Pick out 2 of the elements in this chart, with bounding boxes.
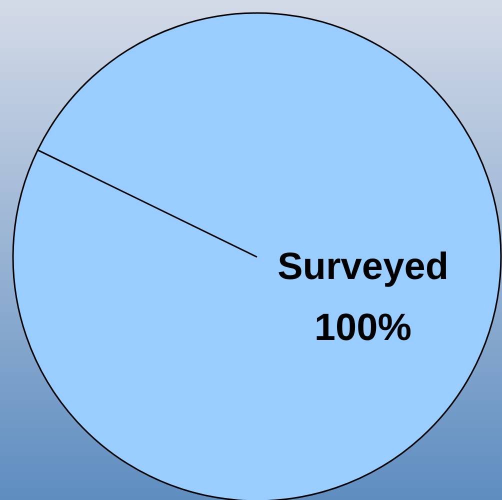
slice-label: Surveyed <box>277 246 449 288</box>
data-label: 100% <box>314 307 412 349</box>
